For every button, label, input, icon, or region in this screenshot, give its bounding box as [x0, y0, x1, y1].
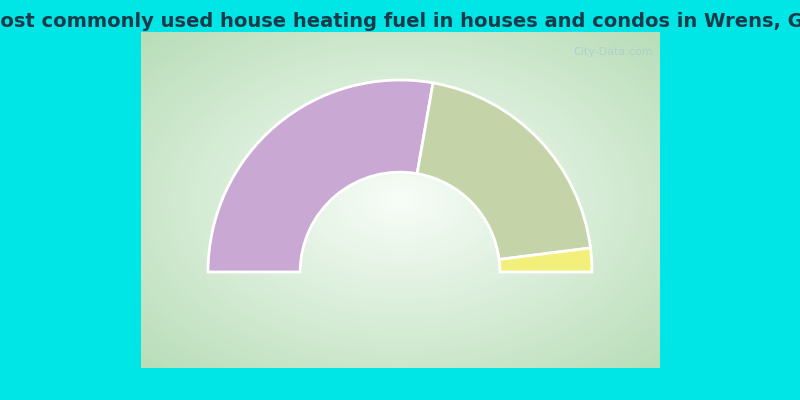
Wedge shape [417, 83, 590, 260]
Text: Most commonly used house heating fuel in houses and condos in Wrens, GA: Most commonly used house heating fuel in… [0, 12, 800, 31]
Wedge shape [499, 248, 592, 272]
Text: City-Data.com: City-Data.com [574, 47, 654, 57]
Wedge shape [208, 80, 433, 272]
